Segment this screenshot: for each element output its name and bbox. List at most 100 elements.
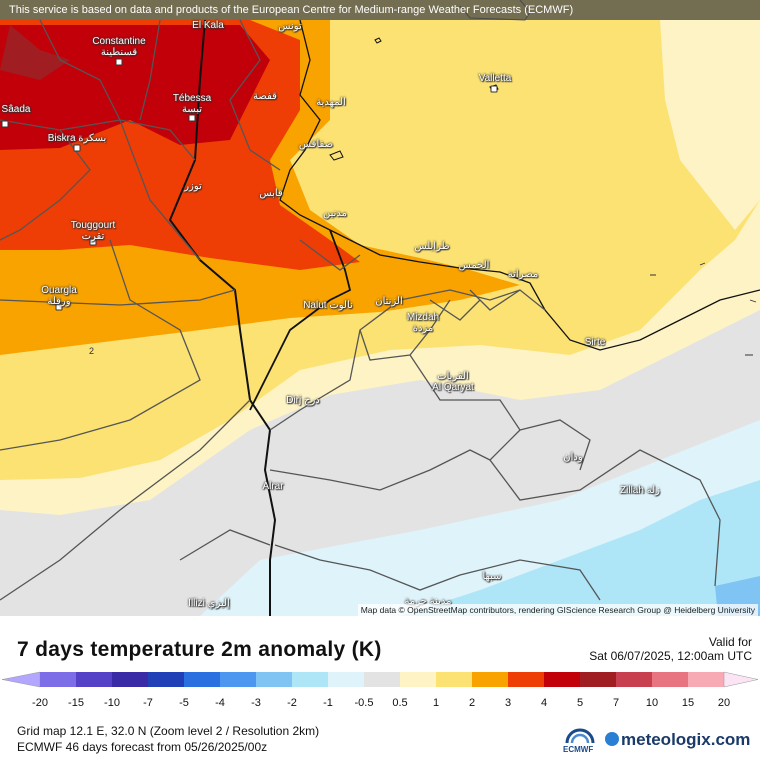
legend-tick-label: 15 xyxy=(681,697,695,709)
city-marker xyxy=(1,120,9,128)
city-gabes[interactable]: قابس xyxy=(259,188,282,199)
city-name: Dirj درج xyxy=(286,395,320,406)
meteologix-logo[interactable]: meteologix.com xyxy=(605,730,750,750)
city-name: الزنتان xyxy=(375,296,403,307)
city-saada[interactable]: Sâada xyxy=(2,104,31,115)
city-name-ar: ورقلة xyxy=(47,296,71,307)
legend-tick-label: -3 xyxy=(251,697,261,709)
legend-swatch xyxy=(76,672,113,687)
legend-swatch xyxy=(580,672,617,687)
city-medenine[interactable]: مدنين xyxy=(323,208,347,219)
city-mizdah[interactable]: Mizdah مزدة xyxy=(407,312,439,334)
city-name-ar: Al Qaryat xyxy=(432,382,474,393)
legend-swatch xyxy=(436,672,473,687)
legend-swatch xyxy=(256,672,293,687)
city-touggourt[interactable]: Touggourt تقرت xyxy=(71,220,115,242)
city-biskra[interactable]: Biskra بسكرة xyxy=(48,133,107,144)
legend-arrow-low xyxy=(1,671,41,688)
map-view[interactable]: This service is based on data and produc… xyxy=(0,0,760,616)
city-name: مدينة حرمة xyxy=(404,596,452,607)
city-khoms[interactable]: الخمس xyxy=(459,260,490,271)
legend-tick-label: 5 xyxy=(576,697,584,709)
city-tunis[interactable]: تونس xyxy=(278,21,301,32)
city-tebessa[interactable]: Tébessa تبسة xyxy=(173,93,211,115)
color-legend xyxy=(1,671,759,688)
city-name: ودان xyxy=(563,452,583,463)
city-dirj[interactable]: Dirj درج xyxy=(286,395,320,406)
city-marker xyxy=(188,114,196,122)
city-ouargla[interactable]: Ouargla ورقلة xyxy=(41,285,77,307)
city-name: Sirte xyxy=(584,337,606,348)
city-name: تونس xyxy=(278,21,302,32)
city-marker xyxy=(115,58,123,66)
legend-tick-label: 7 xyxy=(612,697,620,709)
city-name: سبها xyxy=(482,571,502,582)
city-name: Constantine xyxy=(92,36,146,47)
legend-swatch xyxy=(292,672,329,687)
ecmwf-logo[interactable] xyxy=(561,727,599,755)
city-name: قفصة xyxy=(253,91,277,102)
meteologix-icon xyxy=(605,732,619,746)
city-name: Alrar xyxy=(262,481,284,492)
legend-tick-label: 10 xyxy=(645,697,659,709)
city-zillah[interactable]: Zillah زلة xyxy=(620,485,660,496)
legend-tick-label: -5 xyxy=(179,697,189,709)
city-mahdia[interactable]: المهدية xyxy=(316,97,346,108)
city-brak[interactable]: مدينة حرمة xyxy=(405,596,452,607)
meteologix-text: meteologix.com xyxy=(621,730,751,749)
legend-swatch xyxy=(328,672,365,687)
legend-tick-label: 2 xyxy=(468,697,476,709)
legend-swatch xyxy=(364,672,401,687)
city-name: توزر xyxy=(184,181,202,192)
legend-tick-label: 20 xyxy=(717,697,731,709)
city-name: Nalut نالوت xyxy=(303,300,353,311)
valid-for-label: Valid for xyxy=(708,635,752,649)
legend-tick-label: -15 xyxy=(68,697,84,709)
city-marker xyxy=(73,144,81,152)
city-tripoli[interactable]: طرابلس xyxy=(414,241,449,252)
city-sirte[interactable]: Sirte xyxy=(585,337,606,348)
contour-label: 2 xyxy=(89,346,95,356)
legend-tick-label: 3 xyxy=(504,697,512,709)
city-alrar[interactable]: Alrar xyxy=(262,481,283,492)
city-valletta[interactable]: Valletta xyxy=(479,73,512,84)
legend-swatch xyxy=(544,672,581,687)
city-name-ar: قسنطينة xyxy=(100,47,138,58)
city-constantine[interactable]: Constantine قسنطينة xyxy=(92,36,145,58)
city-gafsa[interactable]: قفصة xyxy=(253,91,277,102)
city-name: الخمس xyxy=(458,260,490,271)
city-illizi[interactable]: Illizi إليزي xyxy=(188,598,230,609)
city-sfax[interactable]: صفاقس xyxy=(299,139,333,150)
city-name: Ouargla xyxy=(41,285,77,296)
city-nalut[interactable]: Nalut نالوت xyxy=(303,300,353,311)
legend-tick-label: 4 xyxy=(540,697,548,709)
city-elkala[interactable]: El Kala xyxy=(192,20,224,31)
legend-swatch xyxy=(220,672,257,687)
city-tozeur[interactable]: توزر xyxy=(184,181,202,192)
city-name: صفاقس xyxy=(298,139,334,150)
city-waddan[interactable]: ودان xyxy=(563,452,582,463)
city-name: المهدية xyxy=(316,97,346,108)
city-misrata[interactable]: مصراتة xyxy=(508,269,538,280)
city-marker xyxy=(55,303,63,311)
city-sabha[interactable]: سبها xyxy=(482,571,501,582)
legend-tick-label: -10 xyxy=(104,697,120,709)
city-name: القريات xyxy=(437,371,469,382)
city-name-ar: تبسة xyxy=(181,104,203,115)
ecmwf-notice-banner: This service is based on data and produc… xyxy=(0,0,760,20)
legend-swatch xyxy=(400,672,437,687)
map-attribution[interactable]: Map data © OpenStreetMap contributors, r… xyxy=(357,604,758,616)
city-name-ar: تقرت xyxy=(81,231,105,242)
city-name: مصراتة xyxy=(507,269,539,280)
city-name: Illizi إليزي xyxy=(188,598,230,609)
city-zintan[interactable]: الزنتان xyxy=(375,296,403,307)
anomaly-map xyxy=(0,0,760,616)
legend-tick-label: -2 xyxy=(287,697,297,709)
legend-tick-label: 0.5 xyxy=(392,697,408,709)
city-name: Mizdah xyxy=(406,312,440,323)
city-alqaryat[interactable]: القريات Al Qaryat xyxy=(432,371,474,393)
city-name: مدنين xyxy=(322,208,348,219)
city-name: Tébessa xyxy=(172,93,212,104)
city-name: Biskra بسكرة xyxy=(47,133,107,144)
city-name: El Kala xyxy=(192,20,224,31)
